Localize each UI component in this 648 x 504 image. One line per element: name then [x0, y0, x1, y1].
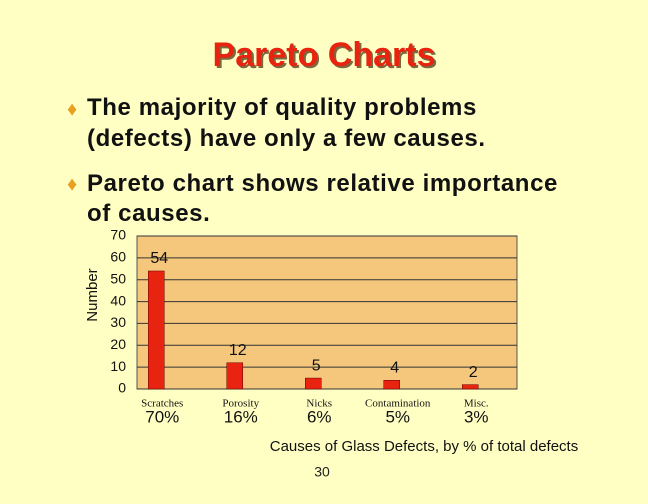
bar — [148, 270, 165, 390]
x-tick-label: Nicks — [306, 398, 332, 410]
bullet-line: of causes. — [87, 200, 211, 227]
y-tick-label: 40 — [110, 292, 126, 308]
bullet-icon: ♦ — [67, 173, 77, 195]
bar — [462, 384, 479, 390]
value-label: 5 — [312, 357, 321, 374]
title-shadow: Pareto Charts — [215, 38, 438, 76]
x-tick-label: Contamination — [365, 398, 431, 410]
percent-label: 3% — [464, 407, 489, 426]
y-tick-label: 20 — [110, 336, 126, 352]
bar — [383, 380, 400, 390]
value-label: 54 — [150, 250, 168, 267]
y-tick-label: 50 — [110, 270, 126, 286]
value-label: 2 — [469, 364, 478, 381]
y-tick-label: 30 — [110, 314, 126, 330]
slide-title: Pareto Charts — [213, 36, 436, 74]
plot-area — [136, 235, 518, 390]
value-label: 12 — [229, 342, 247, 359]
x-tick-label: Misc. — [464, 398, 489, 410]
value-label: 4 — [390, 359, 399, 376]
bullet-line: Pareto chart shows relative importance — [87, 170, 558, 197]
y-tick-label: 10 — [110, 358, 126, 374]
y-tick-label: 0 — [118, 380, 126, 396]
y-tick-label: 70 — [110, 227, 126, 243]
bullet-line: (defects) have only a few causes. — [87, 125, 486, 152]
bar — [226, 362, 243, 390]
x-tick-label: Scratches — [141, 398, 183, 410]
x-axis-label: Causes of Glass Defects, by % of total d… — [270, 438, 578, 455]
page-number: 30 — [314, 464, 330, 480]
bullet-line: The majority of quality problems — [87, 94, 477, 121]
y-axis-label: Number — [84, 268, 101, 321]
bullet-icon: ♦ — [67, 98, 77, 120]
percent-label: 6% — [307, 407, 332, 426]
percent-label: 16% — [224, 407, 258, 426]
y-tick-label: 60 — [110, 249, 126, 265]
x-tick-label: Porosity — [222, 398, 259, 410]
percent-label: 70% — [145, 407, 179, 426]
percent-label: 5% — [385, 407, 410, 426]
bar — [305, 377, 322, 390]
